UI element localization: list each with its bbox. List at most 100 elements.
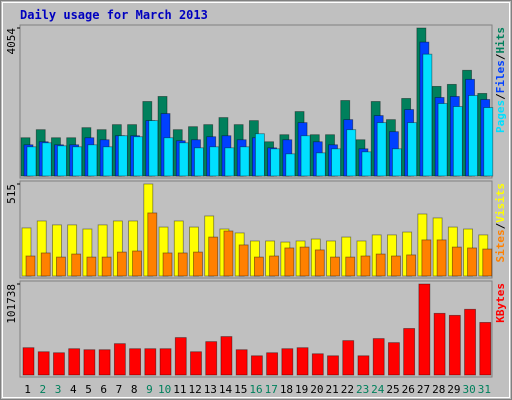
x-tick-label: 11 <box>173 383 186 396</box>
bar <box>300 135 311 177</box>
bar <box>436 239 447 277</box>
bar <box>238 244 249 277</box>
bar <box>315 152 326 177</box>
bar <box>254 133 265 177</box>
x-tick-label: 31 <box>478 383 491 396</box>
bar <box>87 144 98 177</box>
bar <box>41 142 52 177</box>
bar <box>132 250 142 277</box>
legend: KBytes <box>494 283 507 323</box>
bar <box>296 347 309 376</box>
bar <box>68 348 81 376</box>
bar <box>345 256 356 277</box>
x-tick-label: 17 <box>265 383 278 396</box>
x-tick-label: 4 <box>70 383 77 396</box>
bar <box>224 147 235 177</box>
bar <box>285 153 296 177</box>
bar <box>468 95 478 177</box>
x-tick-label: 10 <box>158 383 171 396</box>
x-tick-label: 14 <box>219 383 233 396</box>
bar <box>327 355 339 376</box>
bar <box>190 351 202 376</box>
legend-separator: / <box>494 53 507 60</box>
x-tick-label: 28 <box>432 383 445 396</box>
bar <box>163 137 174 177</box>
bar <box>129 348 141 376</box>
bar <box>209 146 220 177</box>
x-tick-label: 9 <box>146 383 153 396</box>
y-tick-label: 4054 <box>5 28 18 55</box>
x-tick-label: 20 <box>310 383 323 396</box>
bar <box>376 122 387 177</box>
bar <box>220 336 233 376</box>
bar <box>26 146 37 177</box>
bar <box>342 340 355 376</box>
x-tick-label: 16 <box>249 383 262 396</box>
bar <box>144 348 157 376</box>
bar <box>37 351 50 376</box>
bar <box>266 352 279 376</box>
bar <box>403 328 416 376</box>
x-tick-label: 1 <box>24 383 31 396</box>
x-tick-label: 29 <box>447 383 460 396</box>
bar <box>357 355 370 376</box>
bar <box>159 348 172 376</box>
x-tick-label: 2 <box>40 383 47 396</box>
x-tick-label: 18 <box>280 383 293 396</box>
bar <box>372 338 385 376</box>
bar <box>53 352 65 376</box>
x-tick-label: 8 <box>131 383 138 396</box>
bar <box>483 107 494 177</box>
bar <box>452 106 463 177</box>
bar <box>113 343 126 376</box>
bar <box>346 129 357 177</box>
bar <box>98 349 111 376</box>
bar <box>448 314 461 376</box>
bar <box>433 312 446 376</box>
bar <box>239 146 250 177</box>
bar <box>148 120 159 177</box>
legend: Sites/Visits <box>494 183 507 263</box>
bar <box>174 337 187 376</box>
x-tick-label: 30 <box>463 383 476 396</box>
bar <box>375 253 386 277</box>
bar <box>22 347 35 376</box>
bar <box>83 349 96 376</box>
bar <box>56 256 66 277</box>
bar <box>71 253 82 277</box>
bar <box>299 246 310 277</box>
bar <box>451 246 462 277</box>
bar <box>72 146 83 177</box>
x-tick-label: 26 <box>402 383 415 396</box>
bar <box>235 349 248 376</box>
bar <box>311 353 324 376</box>
x-tick-label: 3 <box>55 383 62 396</box>
legend-entry: Pages <box>494 100 507 133</box>
bar <box>314 249 325 277</box>
bar <box>101 256 112 277</box>
bar <box>117 135 128 177</box>
bar <box>281 348 294 376</box>
bar <box>57 145 67 177</box>
y-tick-label: 101738 <box>5 284 18 324</box>
bar <box>162 252 173 277</box>
bar <box>479 322 492 376</box>
x-tick-label: 22 <box>341 383 354 396</box>
bar <box>407 122 418 177</box>
bar <box>205 341 218 376</box>
bar <box>193 251 203 277</box>
chart-title: Daily usage for March 2013 <box>20 8 208 22</box>
bar <box>482 248 493 277</box>
x-tick-label: 24 <box>371 383 385 396</box>
bar <box>437 103 448 177</box>
bar <box>421 239 432 277</box>
x-tick-label: 7 <box>116 383 123 396</box>
y-tick-label: 515 <box>5 184 18 204</box>
bar <box>194 147 204 177</box>
bar <box>360 255 371 277</box>
legend-entry: Sites <box>494 229 507 262</box>
legend-entry: KBytes <box>494 283 507 323</box>
bar <box>464 308 476 376</box>
bar <box>102 146 113 177</box>
